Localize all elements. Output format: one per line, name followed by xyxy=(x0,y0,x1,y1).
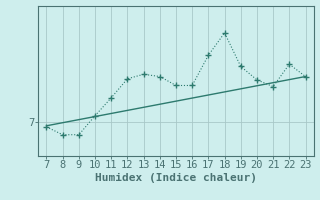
X-axis label: Humidex (Indice chaleur): Humidex (Indice chaleur) xyxy=(95,173,257,183)
